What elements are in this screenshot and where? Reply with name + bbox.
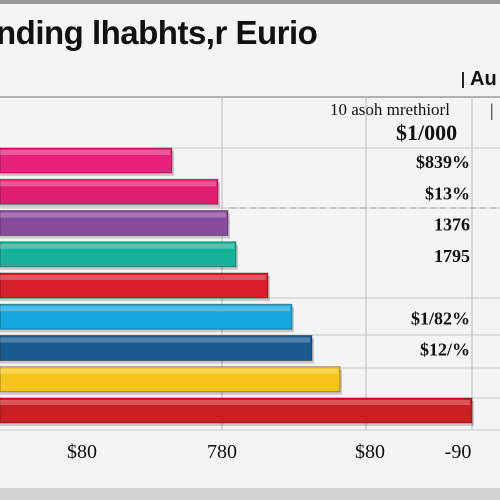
- bar-value-label: $839%: [416, 152, 470, 172]
- bar-highlight: [0, 337, 310, 343]
- bar-value-label: 1376: [434, 215, 470, 235]
- chart-note: 10 asoh mrethiorl: [330, 100, 450, 119]
- side-mark: |: [490, 100, 494, 120]
- bar-highlight: [0, 181, 216, 187]
- x-tick-label: 780: [207, 441, 237, 463]
- bar-9: [0, 397, 473, 424]
- legend-marker: [462, 72, 464, 88]
- bar-6: [0, 303, 293, 330]
- legend-label: Au: [470, 68, 497, 90]
- bar-4: [0, 241, 237, 268]
- bar-highlight: [0, 212, 226, 218]
- bar-1: [0, 147, 173, 174]
- bar-8: [0, 366, 341, 393]
- bar-highlight: [0, 243, 234, 249]
- bar-2: [0, 178, 219, 205]
- chart-note-value: $1/000: [396, 120, 458, 145]
- bar-highlight: [0, 400, 470, 405]
- x-tick-label: $80: [355, 441, 385, 463]
- bar-value-label: $13%: [425, 183, 470, 203]
- bar-highlight: [0, 150, 170, 155]
- bottom-border: [0, 488, 500, 500]
- bar-highlight: [0, 368, 338, 374]
- bar-3: [0, 210, 229, 236]
- chart-title: nding lhabhts,r Eurio: [0, 14, 318, 51]
- bar-5: [0, 272, 269, 299]
- bar-highlight: [0, 275, 266, 280]
- bar-value-label: $12/%: [420, 340, 470, 360]
- bar-7: [0, 335, 313, 361]
- bar-value-label: $1/82%: [411, 308, 470, 328]
- bar-value-label: 1795: [434, 246, 470, 266]
- top-border: [0, 0, 500, 4]
- bar-highlight: [0, 306, 290, 312]
- x-tick-label: $80: [67, 441, 97, 463]
- x-tick-label: -90: [445, 441, 472, 463]
